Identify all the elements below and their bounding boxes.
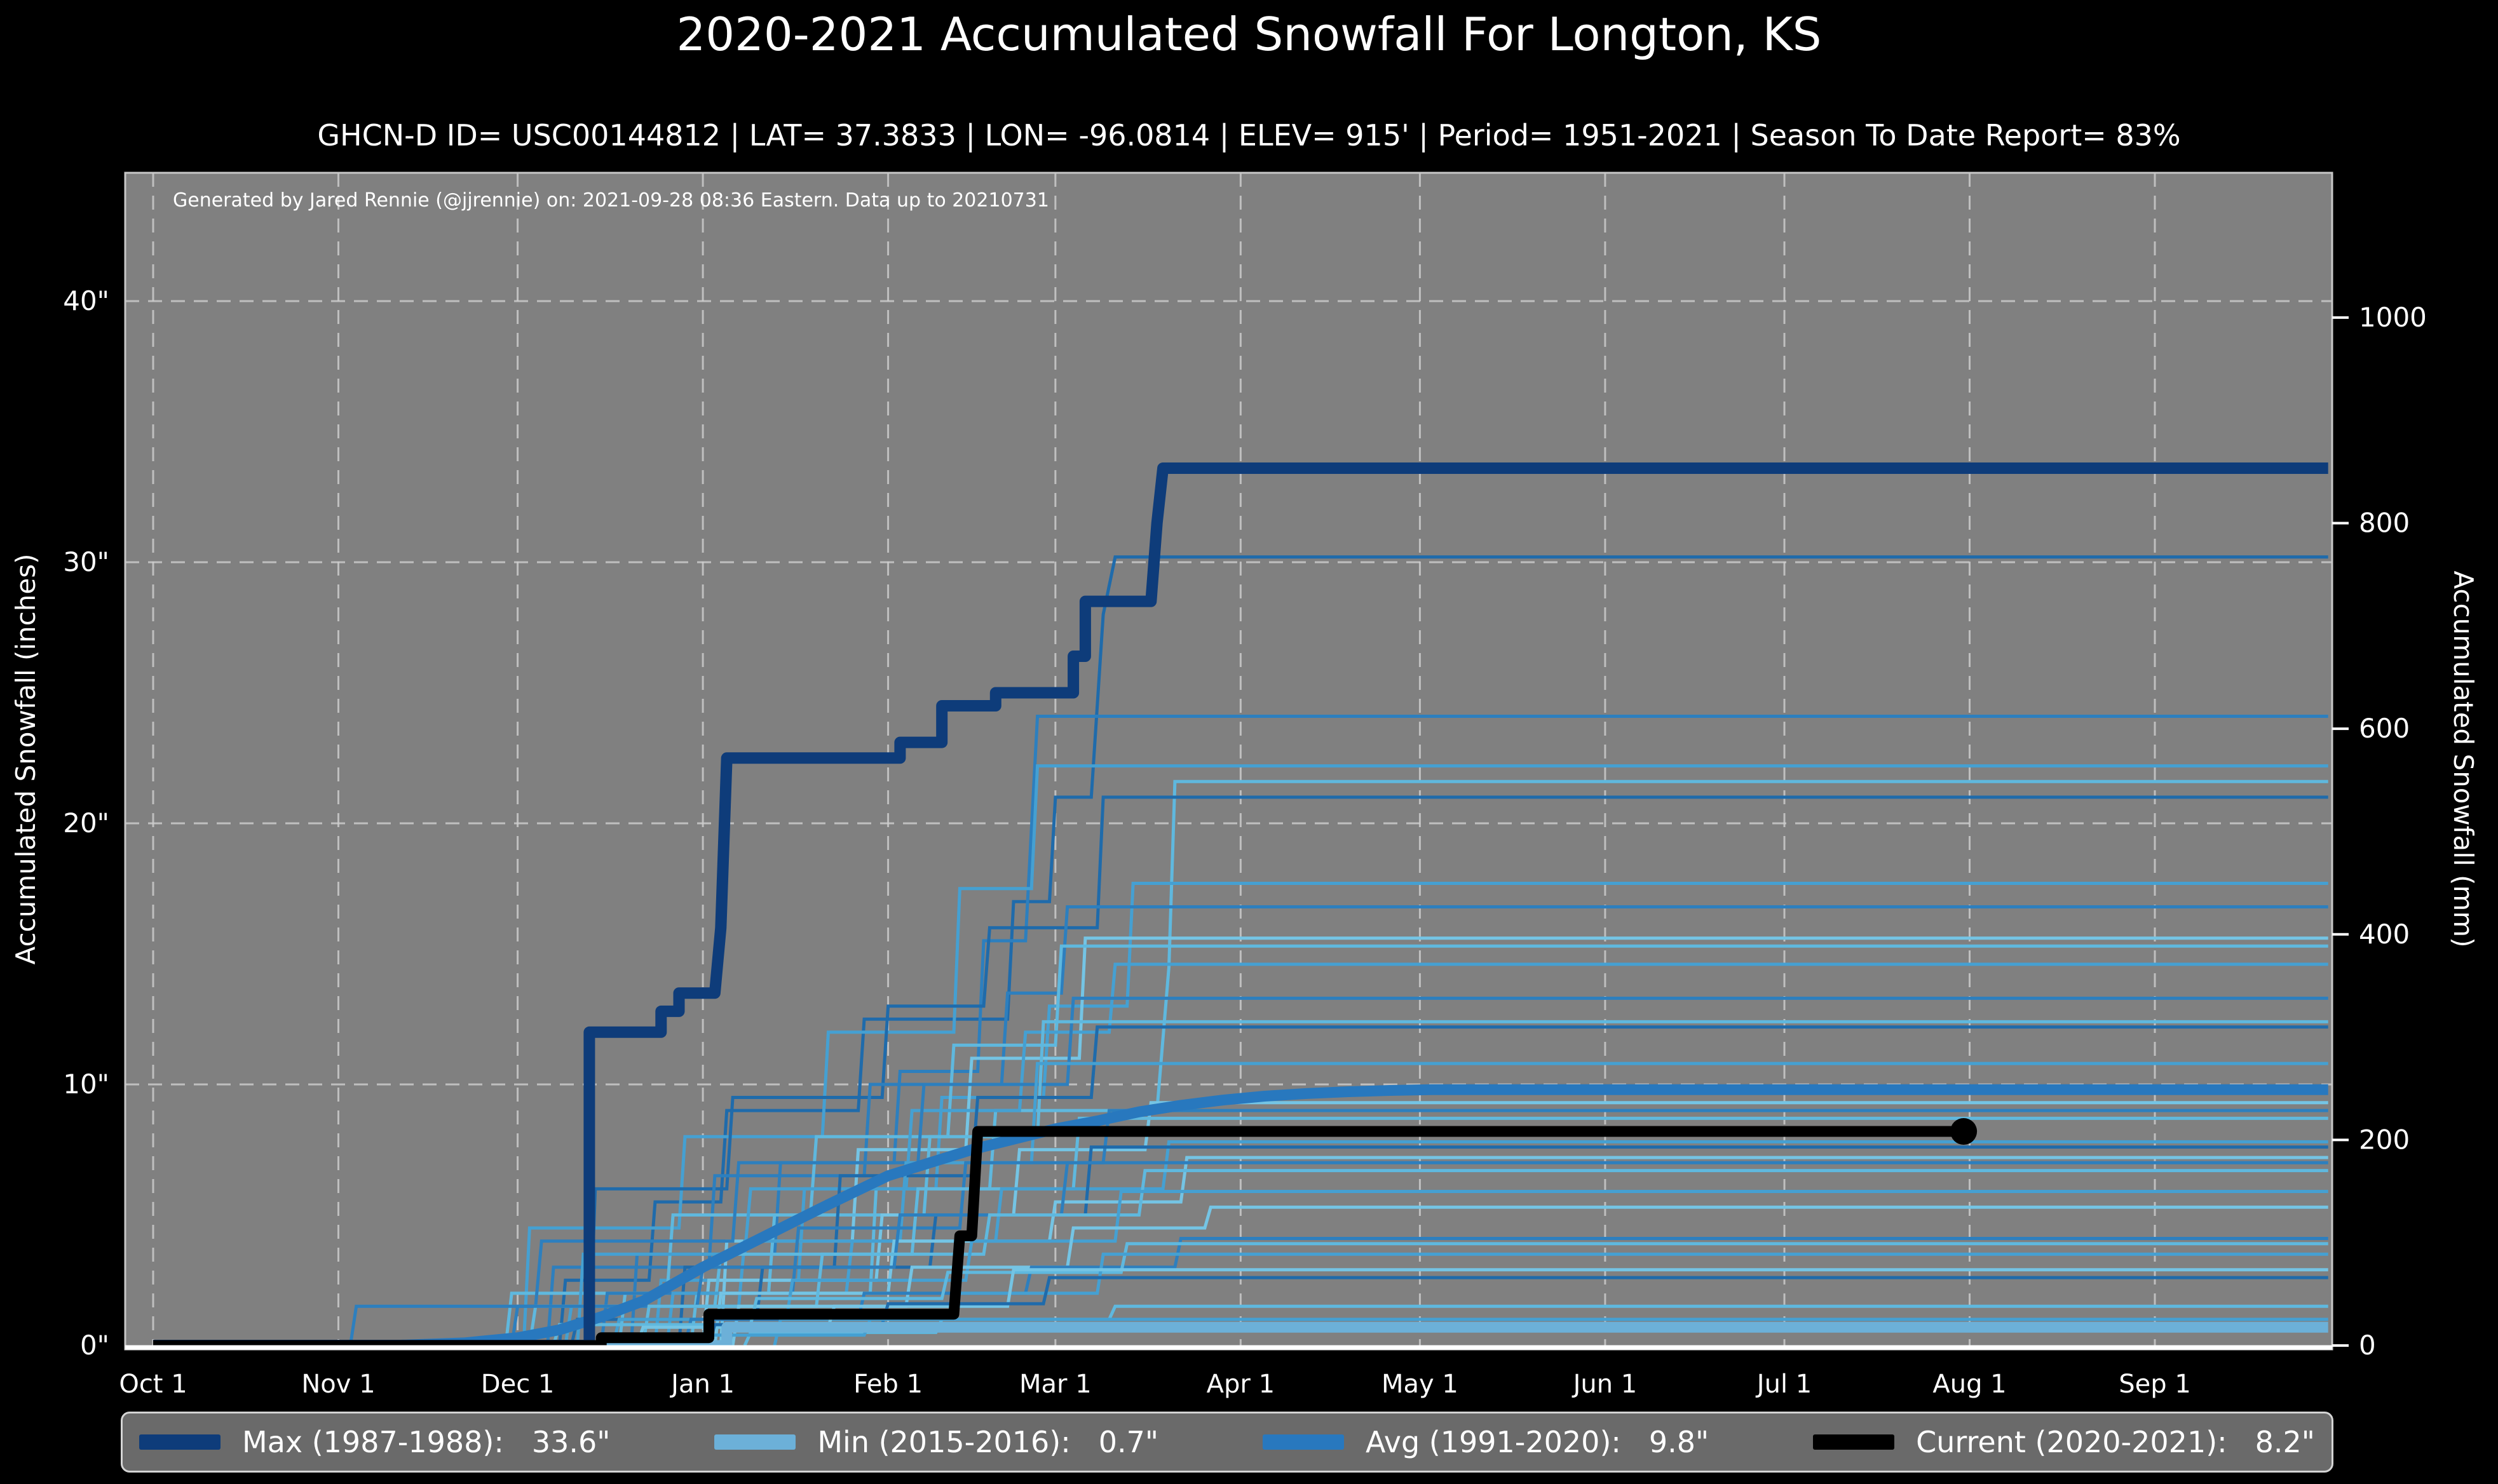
y-tick-label-mm: 800 bbox=[2359, 508, 2410, 539]
x-tick-label: Nov 1 bbox=[301, 1370, 375, 1399]
historical-year-line bbox=[510, 1161, 2328, 1346]
y-axis-label-right: Accumulated Snowfall (mm) bbox=[2448, 570, 2479, 947]
historical-years-lines bbox=[348, 555, 2328, 1347]
x-tick-label: Oct 1 bbox=[119, 1370, 187, 1399]
y-tick-label-inches: 10" bbox=[63, 1069, 109, 1100]
historical-year-line bbox=[576, 962, 2328, 1346]
historical-year-line bbox=[707, 1276, 2328, 1346]
historical-year-line bbox=[635, 1268, 2328, 1346]
generated-by-annotation: Generated by Jared Rennie (@jjrennie) on… bbox=[173, 189, 1049, 212]
y-tick-label-mm: 400 bbox=[2359, 919, 2410, 950]
y-tick-label-mm: 0 bbox=[2359, 1330, 2376, 1361]
y-tick-label-inches: 30" bbox=[63, 546, 109, 577]
legend-label: Max (1987-1988): bbox=[242, 1425, 504, 1459]
current-snowfall-line bbox=[153, 1126, 1964, 1349]
legend-label: Current (2020-2021): bbox=[1916, 1425, 2227, 1459]
historical-year-line bbox=[611, 1190, 2328, 1346]
historical-year-line bbox=[641, 1169, 2328, 1346]
x-tick-label: Sep 1 bbox=[2119, 1370, 2191, 1399]
y-tick-label-inches: 40" bbox=[63, 285, 109, 316]
historical-year-line bbox=[546, 905, 2328, 1346]
legend: Max (1987-1988): 33.6" Min (2015-2016): 0.7… bbox=[121, 1412, 2333, 1473]
max-snowfall-line bbox=[153, 462, 2328, 1349]
historical-year-line bbox=[522, 764, 2328, 1346]
y-tick-label-inches: 0" bbox=[80, 1330, 109, 1361]
legend-item: Avg (1991-2020): 9.8" bbox=[1262, 1425, 1709, 1459]
historical-year-line bbox=[348, 996, 2328, 1346]
historical-year-line bbox=[587, 795, 2328, 1346]
x-tick-label: Dec 1 bbox=[481, 1370, 555, 1399]
legend-label: Avg (1991-2020): bbox=[1365, 1425, 1621, 1459]
x-tick-label: Apr 1 bbox=[1207, 1370, 1275, 1399]
legend-swatch bbox=[1813, 1434, 1895, 1450]
y-tick-label-mm: 600 bbox=[2359, 713, 2410, 744]
legend-value: 0.7" bbox=[1098, 1425, 1159, 1459]
current-line-end-dot bbox=[1950, 1117, 1978, 1145]
y-tick-label-mm: 1000 bbox=[2359, 302, 2427, 333]
y-tick-label-inches: 20" bbox=[63, 807, 109, 839]
avg-snowfall-line bbox=[153, 1084, 2328, 1349]
x-tick-label: Jan 1 bbox=[669, 1370, 735, 1399]
x-tick-label: Aug 1 bbox=[1932, 1370, 2006, 1399]
legend-item: Current (2020-2021): 8.2" bbox=[1813, 1425, 2315, 1459]
plot-area bbox=[125, 173, 2332, 1349]
y-tick-label-mm: 200 bbox=[2359, 1124, 2410, 1155]
legend-item: Min (2015-2016): 0.7" bbox=[714, 1425, 1158, 1459]
legend-swatch bbox=[139, 1434, 221, 1450]
x-tick-label: May 1 bbox=[1381, 1370, 1458, 1399]
legend-swatch bbox=[1262, 1434, 1344, 1450]
y-axis-label-left: Accumulated Snowfall (inches) bbox=[10, 553, 41, 964]
page-title: 2020-2021 Accumulated Snowfall For Longt… bbox=[676, 8, 1822, 61]
x-tick-label: Feb 1 bbox=[853, 1370, 923, 1399]
legend-swatch bbox=[714, 1434, 796, 1450]
x-tick-label: Jun 1 bbox=[1571, 1370, 1638, 1399]
legend-item: Max (1987-1988): 33.6" bbox=[139, 1425, 610, 1459]
legend-value: 9.8" bbox=[1648, 1425, 1709, 1459]
station-metadata-subtitle: GHCN-D ID= USC00144812 | LAT= 37.3833 | … bbox=[317, 118, 2181, 152]
legend-label: Min (2015-2016): bbox=[817, 1425, 1071, 1459]
x-tick-label: Jul 1 bbox=[1755, 1370, 1812, 1399]
x-tick-label: Mar 1 bbox=[1019, 1370, 1092, 1399]
legend-value: 33.6" bbox=[531, 1425, 611, 1459]
legend-value: 8.2" bbox=[2255, 1425, 2315, 1459]
